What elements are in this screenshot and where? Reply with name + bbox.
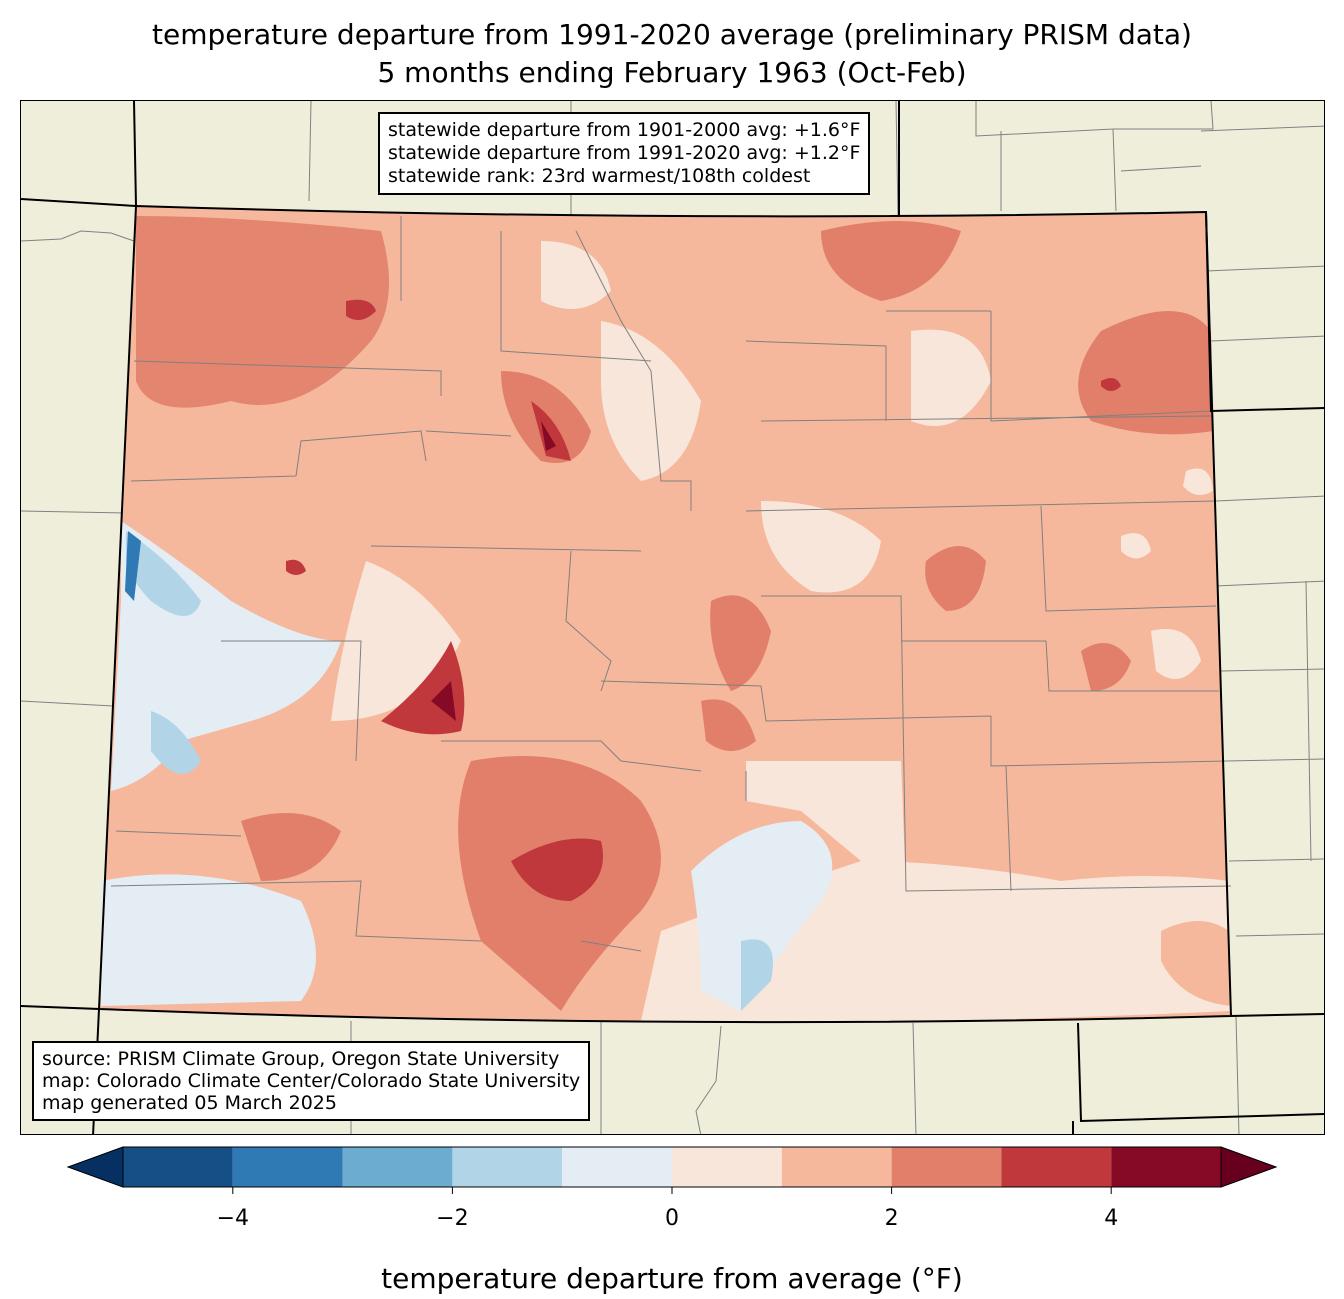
colorbar-tick-label: 4 — [1104, 1206, 1119, 1231]
map-title: temperature departure from 1991-2020 ave… — [152, 18, 1192, 51]
colorbar-tick-label: 0 — [665, 1206, 679, 1231]
colorado-temperature-map — [21, 101, 1324, 1134]
neighbor-county-lines — [21, 101, 1324, 1134]
source-credit: source: PRISM Climate Group, Oregon Stat… — [42, 1048, 560, 1070]
stat-rank: statewide rank: 23rd warmest/108th colde… — [388, 165, 811, 187]
map-panel: statewide departure from 1901-2000 avg: … — [20, 100, 1325, 1135]
colorbar-bin — [672, 1147, 782, 1187]
colorbar-under-triangle — [66, 1146, 124, 1188]
stat-departure-1901-2000: statewide departure from 1901-2000 avg: … — [388, 119, 861, 141]
colorbar-tick-label: 2 — [884, 1206, 899, 1231]
colorbar-over-triangle — [1220, 1146, 1278, 1188]
stat-departure-1991-2020: statewide departure from 1991-2020 avg: … — [388, 142, 861, 164]
map-subtitle: 5 months ending February 1963 (Oct-Feb) — [377, 56, 967, 89]
colorbar-bin — [452, 1147, 563, 1187]
colorbar-label: temperature departure from average (°F) — [381, 1262, 963, 1295]
state-borders — [21, 101, 1324, 1134]
colorbar-bin — [562, 1147, 672, 1187]
colorbar-tick-label: −4 — [216, 1206, 250, 1231]
colorbar-tick-label: −2 — [436, 1206, 469, 1231]
statewide-stats-box: statewide departure from 1901-2000 avg: … — [378, 112, 871, 195]
colorbar-bin — [781, 1147, 892, 1187]
temperature-contours — [101, 216, 1231, 1023]
colorbar-bin — [1111, 1147, 1221, 1187]
colorbar-bin — [342, 1147, 453, 1187]
colorbar-bin — [891, 1147, 1002, 1187]
map-credit: map: Colorado Climate Center/Colorado St… — [42, 1070, 581, 1092]
colorbar — [66, 1146, 1278, 1194]
county-lines — [110, 216, 1232, 952]
source-box: source: PRISM Climate Group, Oregon Stat… — [32, 1041, 591, 1121]
generated-date: map generated 05 March 2025 — [42, 1092, 337, 1114]
colorbar-bin — [232, 1147, 343, 1187]
colorbar-bin — [1001, 1147, 1112, 1187]
colorbar-bin — [123, 1147, 233, 1187]
